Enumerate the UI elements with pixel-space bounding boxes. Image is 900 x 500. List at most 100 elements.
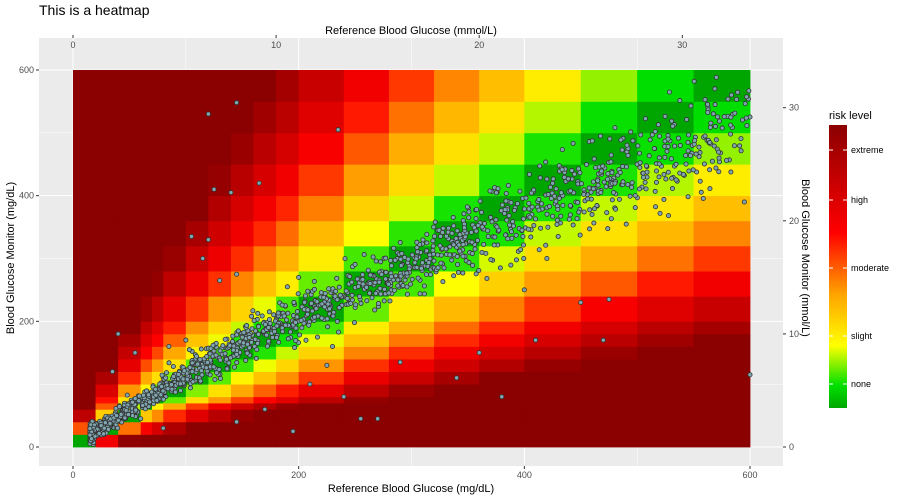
scatter-point [640, 174, 646, 180]
scatter-point [397, 359, 403, 365]
scatter-point [391, 245, 397, 251]
scatter-point [153, 392, 159, 398]
scatter-point [417, 291, 423, 297]
scatter-point [657, 133, 663, 139]
heatmap-cell [253, 245, 277, 272]
scatter-point [269, 334, 275, 340]
heatmap-cell [208, 321, 232, 335]
scatter-point [392, 257, 398, 263]
heatmap-cell [343, 371, 390, 385]
heatmap-cell [253, 396, 277, 404]
heatmap-cell [298, 195, 345, 222]
scatter-point [324, 316, 330, 322]
legend: risk level none slight moderate high extreme [829, 110, 889, 408]
scatter-point [217, 357, 223, 363]
scatter-point [360, 277, 366, 283]
heatmap-cell [637, 220, 694, 247]
scatter-point [322, 304, 328, 310]
scatter-point [536, 247, 542, 253]
heatmap-cell [434, 132, 480, 165]
scatter-point [123, 407, 129, 413]
scatter-point [454, 228, 460, 234]
heatmap-cell [163, 421, 187, 435]
heatmap-cell [524, 396, 582, 404]
heatmap-cell [479, 296, 525, 322]
heatmap-cell [253, 403, 277, 410]
heatmap-cell [118, 434, 142, 448]
scatter-point [226, 360, 232, 366]
scatter-point [305, 288, 311, 294]
scatter-point [605, 176, 611, 182]
scatter-point [666, 89, 672, 95]
scatter-point [388, 274, 394, 280]
heatmap-cell [388, 403, 435, 410]
heatmap-cell [230, 164, 254, 197]
scatter-point [497, 265, 503, 271]
heatmap-cell [693, 70, 751, 102]
scatter-point [578, 299, 584, 305]
heatmap-cell [230, 271, 254, 297]
scatter-point [637, 165, 643, 171]
scatter-point [531, 187, 537, 193]
scatter-point [600, 337, 606, 343]
heatmap-cell [298, 396, 345, 404]
heatmap-cell [118, 271, 142, 297]
heatmap-cell [163, 220, 187, 247]
scatter-point [555, 234, 561, 240]
scatter-point [665, 213, 671, 219]
heatmap-cell [479, 321, 525, 335]
scatter-point [166, 360, 172, 366]
heatmap-cell [118, 70, 142, 102]
scatter-point [555, 206, 561, 212]
scatter-point [503, 232, 509, 238]
scatter-point [352, 261, 358, 267]
scatter-point [395, 277, 401, 283]
heatmap-cell [163, 101, 187, 134]
scatter-point [318, 290, 324, 296]
heatmap-cell [140, 434, 153, 448]
scatter-point [521, 206, 527, 212]
scatter-point [728, 169, 734, 175]
scatter-point [349, 279, 355, 285]
scatter-point [475, 222, 481, 228]
heatmap-cell [163, 346, 187, 360]
scatter-point [138, 416, 144, 422]
scatter-point [124, 392, 130, 398]
heatmap-cell [73, 296, 96, 322]
scatter-point [609, 197, 615, 203]
scatter-point [361, 252, 367, 258]
scatter-point [531, 223, 537, 229]
scatter-point [646, 153, 652, 159]
heatmap-cell [298, 384, 345, 398]
scatter-point [187, 364, 193, 370]
scatter-point [272, 329, 278, 335]
heatmap-cell [276, 132, 300, 165]
scatter-point [211, 364, 217, 370]
scatter-point [603, 184, 609, 190]
heatmap-cell [185, 321, 209, 335]
legend-label-extreme: extreme [851, 145, 884, 155]
heatmap-cell [479, 101, 525, 134]
heatmap-cell [95, 359, 119, 372]
scatter-point [456, 242, 462, 248]
legend-title: risk level [829, 110, 872, 122]
heatmap-cell [343, 164, 390, 197]
heatmap-cell [343, 220, 390, 247]
scatter-point [739, 117, 745, 123]
scatter-point [716, 149, 722, 155]
heatmap-cell [230, 132, 254, 165]
scatter-point [248, 339, 254, 345]
tick-label: 30 [789, 103, 799, 113]
scatter-point [230, 339, 236, 345]
heatmap-cell [230, 296, 254, 322]
scatter-point [244, 341, 250, 347]
heatmap-cell [230, 70, 254, 102]
tick-label: 200 [19, 316, 34, 326]
heatmap-cell [580, 321, 638, 335]
heatmap-cell [637, 359, 694, 372]
scatter-point [391, 287, 397, 293]
heatmap-cell [388, 321, 435, 335]
heatmap-cell [693, 271, 751, 297]
heatmap-cell [230, 409, 254, 423]
scatter-point [415, 249, 421, 255]
